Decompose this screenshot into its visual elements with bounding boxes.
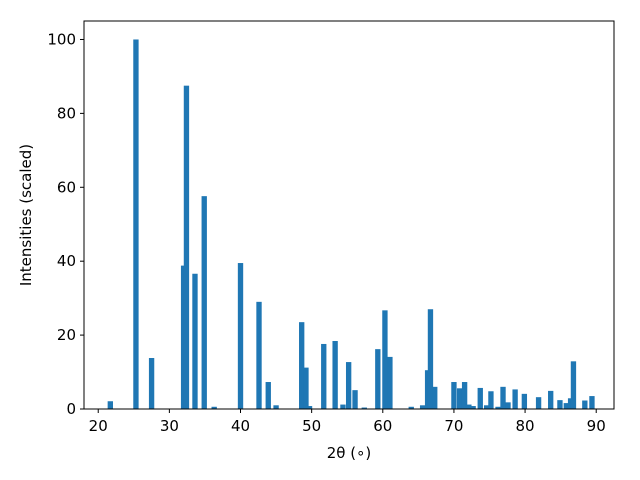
x-tick-label: 30 bbox=[160, 417, 179, 435]
x-tick-label: 80 bbox=[516, 417, 535, 435]
bar bbox=[306, 406, 313, 409]
x-tick-label: 50 bbox=[302, 417, 321, 435]
bar bbox=[477, 387, 483, 409]
bar bbox=[582, 400, 588, 409]
x-axis-ticks: 20 30 40 50 60 70 80 90 bbox=[89, 409, 606, 435]
x-tick-label: 90 bbox=[587, 417, 606, 435]
bar bbox=[237, 263, 244, 409]
bar bbox=[321, 343, 327, 409]
bar bbox=[133, 39, 139, 409]
bar bbox=[512, 389, 518, 409]
x-tick-label: 20 bbox=[89, 417, 108, 435]
bar bbox=[361, 407, 367, 409]
bar bbox=[500, 386, 506, 409]
bar bbox=[488, 391, 494, 409]
y-axis-ticks: 0 20 40 60 80 100 bbox=[47, 30, 84, 418]
bar bbox=[107, 401, 113, 409]
x-tick-label: 60 bbox=[373, 417, 392, 435]
bar bbox=[201, 196, 207, 409]
bar bbox=[456, 388, 463, 409]
bar bbox=[299, 322, 305, 409]
bar bbox=[382, 310, 388, 409]
bar bbox=[548, 390, 554, 409]
bar bbox=[183, 85, 190, 410]
bar bbox=[192, 273, 198, 409]
bar bbox=[387, 356, 393, 409]
y-tick-label: 60 bbox=[57, 178, 76, 196]
bar bbox=[567, 398, 574, 409]
bar bbox=[256, 301, 262, 409]
bar bbox=[211, 406, 217, 409]
bar bbox=[340, 404, 346, 409]
y-tick-label: 40 bbox=[57, 252, 76, 270]
bar bbox=[265, 382, 271, 409]
bar bbox=[466, 404, 472, 409]
plot-frame bbox=[83, 20, 615, 410]
bar bbox=[408, 406, 414, 409]
bar bbox=[521, 393, 528, 409]
bar bbox=[535, 397, 542, 409]
bar bbox=[461, 382, 468, 409]
bar bbox=[451, 382, 457, 409]
bar bbox=[424, 370, 431, 409]
bar bbox=[419, 405, 426, 409]
y-axis-label: Intensities (scaled) bbox=[17, 144, 35, 286]
bar bbox=[180, 265, 187, 409]
y-tick-label: 100 bbox=[47, 30, 76, 48]
x-tick-label: 40 bbox=[231, 417, 250, 435]
bar bbox=[557, 400, 563, 409]
bar bbox=[332, 341, 338, 409]
y-tick-label: 20 bbox=[57, 326, 76, 344]
bar bbox=[345, 362, 352, 409]
bar bbox=[495, 406, 501, 409]
bar bbox=[470, 406, 476, 409]
y-tick-label: 80 bbox=[57, 104, 76, 122]
bar bbox=[303, 367, 309, 409]
x-axis-label: 2θ (∘) bbox=[327, 444, 372, 462]
y-tick-label: 0 bbox=[66, 400, 76, 418]
bar bbox=[375, 349, 381, 409]
bar bbox=[432, 386, 438, 409]
bar-series bbox=[107, 39, 595, 410]
bar bbox=[589, 396, 595, 409]
bar bbox=[563, 403, 570, 409]
x-tick-label: 70 bbox=[444, 417, 463, 435]
bar bbox=[570, 361, 577, 409]
bar bbox=[427, 309, 434, 409]
bar bbox=[505, 402, 511, 409]
bar bbox=[483, 405, 490, 409]
bar bbox=[148, 358, 155, 409]
bar bbox=[273, 405, 279, 409]
bar bbox=[352, 390, 358, 409]
